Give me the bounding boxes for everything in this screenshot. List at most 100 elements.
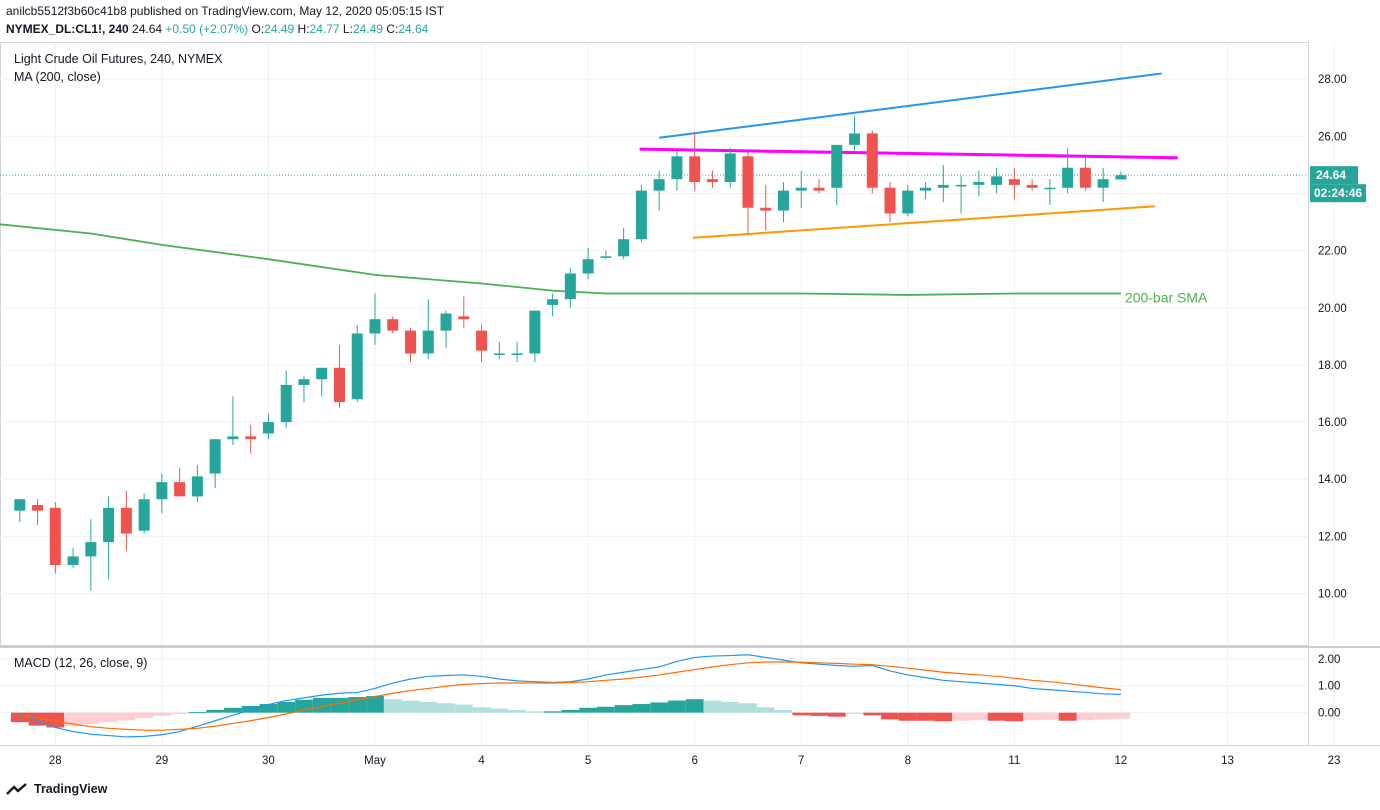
candle-body (14, 499, 26, 511)
macd-histogram-bar (863, 712, 882, 716)
macd-histogram-bar (312, 697, 331, 713)
candle-body (458, 316, 470, 320)
macd-histogram-bar (916, 712, 935, 721)
countdown-badge-text: 02:24:46 (1314, 186, 1362, 200)
candle-body (1008, 179, 1020, 185)
last-price: 24.64 (132, 22, 163, 36)
trendline-support (692, 205, 1155, 239)
candle-body (245, 436, 257, 440)
main-pane-title[interactable]: Light Crude Oil Futures, 240, NYMEX (14, 52, 223, 66)
macd-indicator (10, 654, 1130, 738)
high-label: H: (297, 22, 310, 36)
macd-histogram-bar (845, 712, 864, 715)
candle-body (777, 190, 789, 211)
macd-histogram-bar (1058, 712, 1077, 721)
candle-body (724, 153, 736, 183)
macd-tick-label: 1.00 (1318, 681, 1340, 693)
time-tick-label: 28 (49, 755, 62, 767)
macd-histogram-bar (135, 712, 153, 719)
sma-annotation: 200-bar SMA (1125, 289, 1208, 305)
time-tick-label: 11 (1008, 755, 1020, 767)
main-pane-border (0, 42, 1309, 646)
macd-histogram-bar (153, 712, 171, 716)
price-tick-label: 14.00 (1318, 474, 1347, 486)
macd-histogram-bar (987, 712, 1006, 721)
macd-histogram-bar (188, 712, 207, 714)
candle-body (955, 184, 967, 187)
sma-200-path (0, 223, 1121, 296)
candle-body (973, 182, 985, 185)
time-tick-label: 29 (155, 755, 168, 767)
candle-body (262, 422, 274, 434)
candle-body (564, 273, 576, 300)
macd-histogram-bar (10, 712, 29, 723)
tradingview-logo[interactable]: TradingView (6, 782, 107, 796)
macd-histogram-bar (774, 709, 793, 713)
candle-body (85, 542, 97, 557)
candle-body (440, 313, 452, 331)
signal-line (19, 661, 1121, 731)
macd-histogram-bar (46, 712, 65, 728)
time-tick-label: 5 (585, 755, 591, 767)
time-tick-label: 13 (1221, 755, 1234, 767)
candle-body (156, 482, 168, 500)
macd-tick-label: 0.00 (1318, 708, 1340, 720)
time-tick-label: 6 (691, 755, 697, 767)
macd-histogram-bar (401, 700, 420, 713)
price-tick-label: 18.00 (1318, 360, 1347, 372)
time-tick-label: 4 (478, 755, 485, 767)
candle-body (618, 239, 630, 257)
time-axis: 28 29 30 May 4 5 6 7 8 11 12 13 23 (49, 755, 1341, 767)
candle-body (511, 353, 523, 356)
macd-histogram-bar (597, 706, 615, 713)
macd-histogram-bar (117, 712, 136, 721)
candle-body (849, 133, 861, 145)
high-value: 24.77 (309, 22, 340, 36)
macd-histogram-bar (1041, 712, 1059, 720)
candle-body (689, 156, 701, 183)
candle-body (920, 187, 932, 191)
candle-body (1079, 167, 1091, 188)
macd-histogram-bar (650, 702, 669, 713)
macd-histogram-bar (543, 711, 562, 713)
macd-indicator-label[interactable]: MACD (12, 26, close, 9) (14, 656, 148, 670)
macd-histogram-bar (703, 700, 722, 713)
macd-histogram-bar (206, 709, 225, 713)
tradingview-logo-icon (6, 783, 27, 795)
last-price-badge (1310, 166, 1358, 185)
candle-body (422, 330, 434, 354)
macd-histogram-bar (1005, 712, 1024, 722)
candle-body (67, 556, 79, 565)
macd-histogram-bar (579, 707, 597, 713)
candle-body (671, 156, 683, 180)
candle-body (866, 133, 878, 188)
candle-body (795, 187, 807, 191)
macd-histogram-bar (490, 708, 509, 713)
macd-histogram-bar (756, 707, 775, 713)
candle-body (405, 330, 417, 354)
tradingview-logo-text: TradingView (34, 782, 108, 796)
macd-histogram-bar (81, 712, 100, 724)
low-label: L: (342, 22, 353, 36)
candle-body (884, 187, 896, 214)
trendline-upper (659, 72, 1162, 139)
candle-body (1026, 184, 1038, 188)
macd-histogram-bar (259, 704, 278, 713)
ma-indicator-label[interactable]: MA (200, close) (14, 70, 101, 84)
candle-body (49, 507, 61, 565)
time-tick-label: 8 (905, 755, 911, 767)
candle-body (742, 156, 754, 208)
macd-histogram-bar (952, 712, 970, 721)
candle-body (600, 256, 612, 258)
macd-histogram-bar (668, 700, 686, 713)
macd-histogram-bar (383, 699, 402, 713)
candle-body (902, 190, 914, 214)
candle-body (103, 507, 115, 543)
macd-histogram-bar (810, 712, 828, 716)
macd-tick-label: 2.00 (1318, 654, 1340, 666)
candle-body (138, 499, 150, 531)
symbol-line: NYMEX_DL:CL1!, 240 24.64 +0.50 (+2.07%) … (6, 22, 428, 36)
close-value: 24.64 (398, 22, 429, 36)
macd-histogram-bar (881, 712, 899, 720)
